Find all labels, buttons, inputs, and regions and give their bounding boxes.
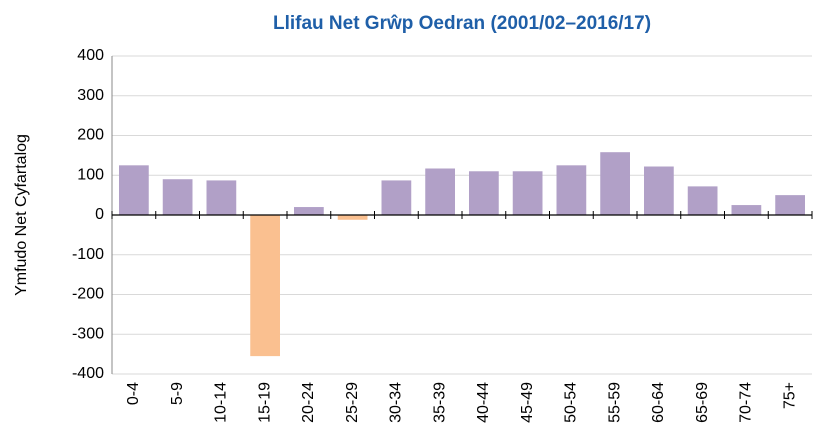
x-tick-label: 30-34 <box>388 382 405 423</box>
y-tick-label: -200 <box>72 286 104 303</box>
x-tick-label: 5-9 <box>169 382 186 405</box>
x-tick-label: 15-19 <box>256 382 273 423</box>
y-tick-label: 0 <box>95 206 104 223</box>
x-tick-label: 60-64 <box>650 382 667 423</box>
bar <box>556 165 587 215</box>
x-tick-label: 20-24 <box>300 382 317 423</box>
bar <box>294 207 324 215</box>
bar <box>775 195 805 215</box>
bar <box>162 179 193 215</box>
bar <box>206 180 237 215</box>
bar <box>469 171 499 215</box>
x-tick-label: 70-74 <box>738 382 755 423</box>
bar <box>381 180 412 215</box>
x-tick-label: 55-59 <box>606 382 623 423</box>
y-tick-label: 200 <box>77 127 104 144</box>
bar <box>250 215 280 357</box>
x-tick-label: 75+ <box>781 382 798 409</box>
bar <box>687 186 718 215</box>
bar <box>337 215 368 220</box>
x-tick-label: 25-29 <box>344 382 361 423</box>
bar <box>731 205 762 215</box>
y-tick-label: -100 <box>72 246 104 263</box>
y-axis-label: Ymfudo Net Cyfartalog <box>13 134 30 296</box>
x-tick-label: 45-49 <box>519 382 536 423</box>
x-tick-label: 65-69 <box>694 382 711 423</box>
x-tick-label: 50-54 <box>563 382 580 423</box>
y-tick-label: -400 <box>72 365 104 382</box>
x-tick-label: 10-14 <box>213 382 230 423</box>
y-tick-label: 400 <box>77 47 104 64</box>
y-tick-label: 300 <box>77 87 104 104</box>
x-tick-label: 35-39 <box>431 382 448 423</box>
x-tick-label: 0-4 <box>125 382 142 405</box>
y-tick-label: 100 <box>77 166 104 183</box>
bar <box>600 152 630 215</box>
bar <box>425 168 455 215</box>
bar <box>119 165 149 215</box>
chart-title: Llifau Net Grŵp Oedran (2001/02–2016/17) <box>273 13 651 34</box>
x-tick-label: 40-44 <box>475 382 492 423</box>
y-tick-label: -300 <box>72 325 104 342</box>
bar <box>644 166 674 215</box>
bar <box>512 171 543 215</box>
